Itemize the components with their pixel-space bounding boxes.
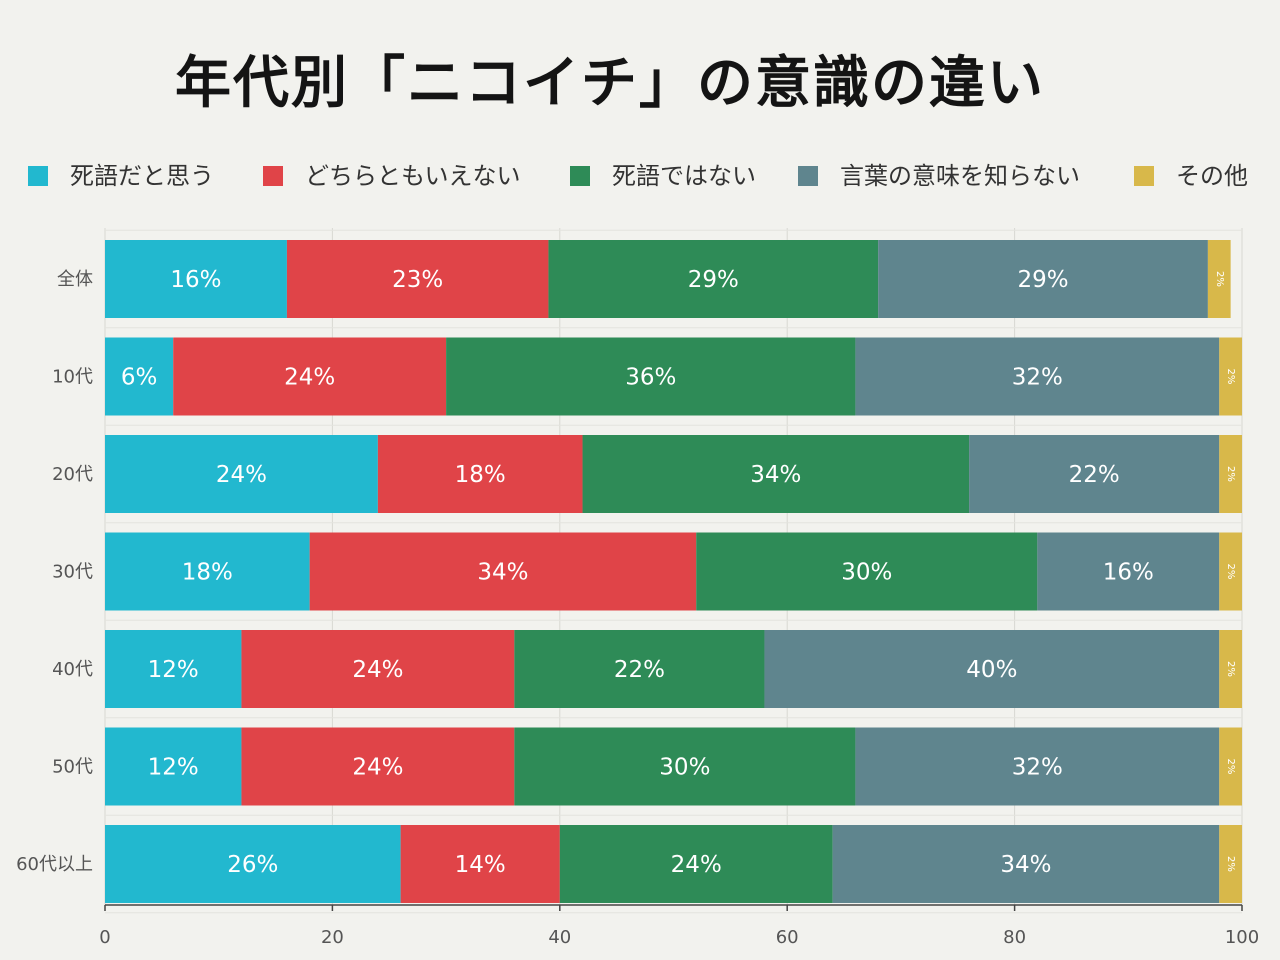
bar-segment: [105, 532, 310, 611]
data-label: 2%: [1225, 369, 1236, 385]
y-tick-label: 20代: [52, 464, 93, 485]
x-tick-label: 100: [1225, 927, 1259, 948]
legend-swatch: [28, 166, 48, 186]
x-tick-label: 80: [1003, 927, 1026, 948]
data-label: 2%: [1225, 564, 1236, 580]
y-tick-label: 全体: [57, 269, 93, 290]
data-label: 26%: [227, 852, 278, 878]
data-label: 36%: [625, 365, 676, 391]
bar-segment: [309, 532, 697, 611]
data-label: 12%: [148, 755, 199, 781]
data-label: 2%: [1214, 271, 1225, 287]
data-label: 24%: [671, 852, 722, 878]
data-label: 34%: [1000, 852, 1051, 878]
bar-segment: [1219, 337, 1242, 416]
data-label: 24%: [284, 365, 335, 391]
data-label: 2%: [1225, 856, 1236, 872]
bar-segment: [559, 825, 833, 903]
bar-segment: [1219, 532, 1242, 611]
chart-title: 年代別「ニコイチ」の意識の違い: [175, 51, 1045, 116]
data-label: 16%: [170, 267, 221, 293]
data-label: 34%: [750, 462, 801, 488]
data-label: 30%: [841, 560, 892, 586]
data-label: 34%: [477, 560, 528, 586]
data-label: 18%: [455, 462, 506, 488]
bar-segment: [105, 337, 174, 416]
x-tick-label: 40: [548, 927, 571, 948]
x-tick-label: 20: [321, 927, 344, 948]
bar-segment: [173, 337, 447, 416]
data-label: 29%: [688, 267, 739, 293]
bar-segment: [582, 435, 970, 513]
data-label: 6%: [121, 365, 158, 391]
bar-segment: [377, 435, 583, 513]
data-label: 18%: [182, 560, 233, 586]
bar-segment: [241, 727, 515, 806]
data-label: 30%: [659, 755, 710, 781]
data-label: 29%: [1017, 267, 1068, 293]
data-label: 22%: [1069, 462, 1120, 488]
legend-swatch: [798, 166, 818, 186]
legend-swatch: [1134, 166, 1154, 186]
legend-label: その他: [1176, 162, 1248, 190]
bar-segment: [832, 825, 1220, 903]
data-label: 24%: [352, 657, 403, 683]
chart-legend: 死語だと思う どちらともいえない 死語ではない 言葉の意味を知らない その他: [28, 158, 1268, 194]
bar-segment: [969, 435, 1220, 513]
bar-segment: [1219, 435, 1242, 513]
bar-segment: [105, 240, 287, 318]
bar-segment: [286, 240, 549, 318]
bar-segment: [764, 630, 1220, 708]
bar-segment: [105, 435, 378, 513]
bar-segment: [1219, 825, 1242, 903]
data-label: 32%: [1012, 365, 1063, 391]
bar-segment: [1219, 630, 1242, 708]
legend-label: 死語ではない: [612, 162, 756, 190]
bar-segment: [1207, 240, 1231, 318]
legend-swatch: [263, 166, 283, 186]
bar-segment: [446, 337, 856, 416]
data-label: 16%: [1103, 560, 1154, 586]
data-label: 2%: [1225, 466, 1236, 482]
bar-segment: [241, 630, 515, 708]
y-tick-label: 40代: [52, 659, 93, 680]
y-tick-label: 50代: [52, 757, 93, 778]
legend-label: どちらともいえない: [305, 162, 521, 190]
bar-segment: [400, 825, 560, 903]
data-label: 2%: [1225, 661, 1236, 677]
data-label: 12%: [148, 657, 199, 683]
x-tick-label: 60: [776, 927, 799, 948]
bar-segment: [855, 337, 1220, 416]
legend-swatch: [570, 166, 590, 186]
bar-segment: [1037, 532, 1220, 611]
data-label: 23%: [392, 267, 443, 293]
data-label: 24%: [352, 755, 403, 781]
y-tick-label: 60代以上: [16, 854, 93, 875]
data-label: 22%: [614, 657, 665, 683]
data-label: 2%: [1225, 759, 1236, 775]
bar-segment: [696, 532, 1038, 611]
legend-label: 言葉の意味を知らない: [840, 162, 1080, 190]
bar-segment: [514, 630, 765, 708]
bar-segment: [878, 240, 1208, 318]
bar-segment: [105, 825, 401, 903]
data-label: 32%: [1012, 755, 1063, 781]
bar-segment: [855, 727, 1220, 806]
y-tick-label: 10代: [52, 367, 93, 388]
bar-segment: [105, 630, 242, 708]
x-tick-label: 0: [99, 927, 110, 948]
data-label: 14%: [455, 852, 506, 878]
data-label: 24%: [216, 462, 267, 488]
bar-segment: [548, 240, 879, 318]
bar-segment: [514, 727, 856, 806]
data-label: 40%: [966, 657, 1017, 683]
legend-label: 死語だと思う: [70, 162, 214, 190]
bar-segment: [1219, 727, 1242, 806]
bar-segment: [105, 727, 242, 806]
y-tick-label: 30代: [52, 562, 93, 583]
